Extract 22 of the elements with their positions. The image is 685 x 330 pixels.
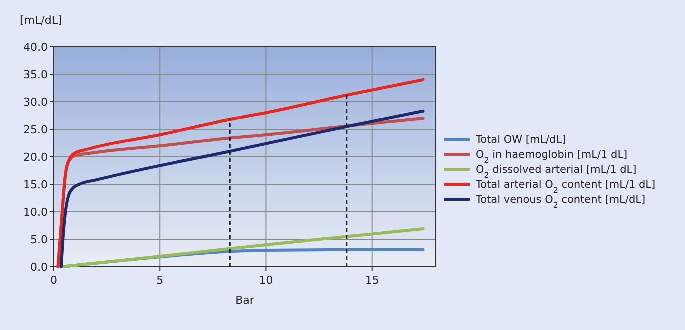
legend-label: Total arterial O$_{2}$ content [mL/1 dL] — [475, 179, 656, 195]
legend-label: Total OW [mL/dL] — [475, 134, 566, 146]
y-tick-label: 30.0 — [24, 96, 48, 109]
y-tick-label: 0.0 — [30, 260, 48, 274]
x-tick-label: 0 — [50, 274, 58, 287]
x-tick-label: 15 — [365, 274, 380, 287]
y-axis-title: [mL/dL] — [20, 14, 62, 27]
y-tick-label: 40.0 — [24, 40, 48, 54]
x-tick-label: 10 — [259, 274, 274, 287]
legend-label: Total venous O$_{2}$ content [mL/dL] — [475, 194, 646, 210]
y-tick-label: 25.0 — [24, 123, 48, 136]
y-tick-label: 35.0 — [24, 68, 48, 82]
y-tick-label: 20.0 — [24, 150, 48, 164]
legend-label: O$_{2}$ in haemoglobin [mL/1 dL] — [476, 149, 628, 165]
y-tick-label: 10.0 — [24, 206, 48, 219]
x-axis-title: Bar — [236, 294, 255, 307]
x-tick-label: 5 — [156, 274, 164, 287]
line-series — [56, 78, 425, 268]
y-tick-label: 5.0 — [30, 233, 48, 246]
y-tick-label: 15.0 — [24, 178, 48, 192]
line-series — [60, 228, 425, 268]
legend-label: O$_{2}$ dissolved arterial [mL/1 dL] — [476, 164, 637, 180]
